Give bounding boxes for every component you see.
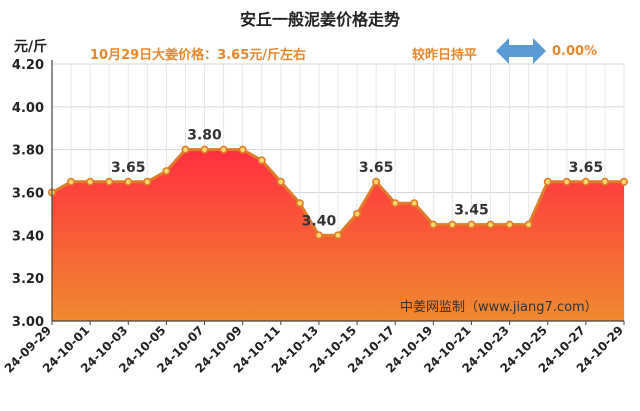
data-point — [391, 199, 400, 208]
data-point — [67, 177, 76, 186]
data-point — [162, 167, 171, 176]
y-tick-label: 3.00 — [12, 315, 44, 330]
data-point — [524, 220, 533, 229]
data-point — [143, 177, 152, 186]
double-arrow-icon — [496, 38, 546, 64]
compare-label: 较昨日持平 — [412, 48, 478, 63]
data-point — [600, 177, 609, 186]
y-tick-labels: 3.00 3.20 3.40 3.60 3.80 4.00 4.20 — [12, 58, 44, 330]
data-markers — [47, 145, 628, 240]
data-point — [105, 177, 114, 186]
data-point — [448, 220, 457, 229]
y-tick-label: 4.00 — [12, 101, 44, 116]
data-label: 3.40 — [302, 213, 337, 229]
data-point — [124, 177, 133, 186]
y-tick-label: 3.20 — [12, 272, 44, 287]
data-point — [486, 220, 495, 229]
price-summary: 10月29日大姜价格：3.65元/斤左右 — [90, 48, 307, 63]
data-point — [619, 177, 628, 186]
data-labels: 3.65 3.80 3.40 3.65 3.45 3.65 — [111, 128, 603, 230]
axes — [51, 60, 624, 322]
chart-title: 安丘一般泥姜价格走势 — [239, 10, 400, 29]
data-point — [314, 231, 323, 240]
data-point — [467, 220, 476, 229]
data-point — [353, 209, 362, 218]
data-label: 3.65 — [569, 160, 604, 176]
data-point — [200, 145, 209, 154]
data-point — [219, 145, 228, 154]
data-point — [276, 177, 285, 186]
y-tick-label: 3.60 — [12, 187, 44, 202]
data-point — [581, 177, 590, 186]
data-label: 3.65 — [359, 160, 394, 176]
data-label: 3.80 — [187, 128, 222, 144]
y-tick-label: 3.40 — [12, 229, 44, 244]
source-watermark: 中姜网监制（www.jiang7.com） — [400, 300, 598, 315]
y-tick-label: 3.80 — [12, 144, 44, 159]
data-point — [429, 220, 438, 229]
data-point — [410, 199, 419, 208]
change-value: 0.00% — [552, 44, 598, 59]
data-point — [295, 199, 304, 208]
y-axis-unit: 元/斤 — [14, 39, 48, 55]
data-point — [543, 177, 552, 186]
data-point — [333, 231, 342, 240]
data-point — [505, 220, 514, 229]
data-label: 3.45 — [454, 203, 489, 219]
y-tick-label: 4.20 — [12, 58, 44, 73]
data-point — [181, 145, 190, 154]
data-point — [257, 156, 266, 165]
data-point — [372, 177, 381, 186]
data-point — [86, 177, 95, 186]
data-point — [562, 177, 571, 186]
data-point — [238, 145, 247, 154]
data-label: 3.65 — [111, 160, 146, 176]
x-tick-labels: 24-09-2924-10-0124-10-0324-10-0524-10-07… — [2, 321, 626, 376]
